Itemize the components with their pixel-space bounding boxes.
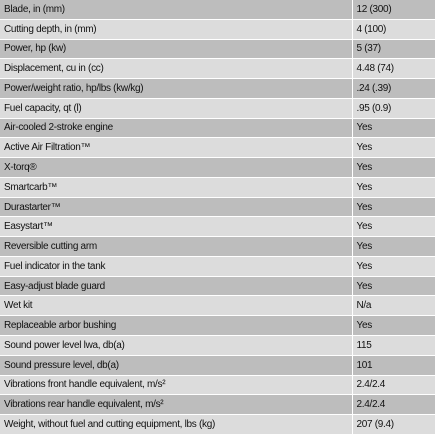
spec-value: Yes	[351, 315, 435, 337]
spec-row: Cutting depth, in (mm) 4 (100)	[0, 19, 435, 40]
spec-label: Replaceable arbor bushing	[0, 315, 352, 337]
spec-value: 115	[351, 335, 435, 356]
spec-row: X-torq® Yes	[0, 157, 435, 178]
spec-value: N/a	[351, 295, 435, 317]
spec-label: Sound pressure level, db(a)	[0, 355, 352, 376]
spec-row: Replaceable arbor bushing Yes	[0, 315, 435, 337]
spec-value: 2.4/2.4	[351, 375, 435, 396]
spec-value: 4.48 (74)	[351, 58, 435, 80]
spec-label: Air-cooled 2-stroke engine	[0, 118, 352, 139]
spec-row: Reversible cutting arm Yes	[0, 236, 435, 257]
spec-label: Easy-adjust blade guard	[0, 276, 352, 297]
spec-row: Easy-adjust blade guard Yes	[0, 276, 435, 297]
spec-row: Easystart™ Yes	[0, 216, 435, 238]
spec-label: Active Air Filtration™	[0, 137, 352, 159]
spec-row: Sound pressure level, db(a) 101	[0, 355, 435, 376]
spec-row: Power/weight ratio, hp/lbs (kw/kg) .24 (.…	[0, 78, 435, 99]
spec-label: Power, hp (kw)	[0, 39, 352, 60]
spec-label: Fuel indicator in the tank	[0, 256, 352, 277]
spec-label: Easystart™	[0, 216, 352, 238]
spec-label: Durastarter™	[0, 197, 352, 218]
spec-value: Yes	[351, 276, 435, 297]
spec-value: 207 (9.4)	[351, 414, 435, 435]
spec-value: Yes	[351, 216, 435, 238]
spec-label: Vibrations front handle equivalent, m/s²	[0, 375, 352, 396]
spec-label: Smartcarb™	[0, 177, 352, 198]
spec-label: X-torq®	[0, 157, 352, 178]
spec-row: Smartcarb™ Yes	[0, 177, 435, 198]
spec-label: Blade, in (mm)	[0, 0, 352, 20]
spec-label: Cutting depth, in (mm)	[0, 19, 352, 40]
spec-row: Air-cooled 2-stroke engine Yes	[0, 118, 435, 139]
spec-row: Vibrations front handle equivalent, m/s²…	[0, 375, 435, 396]
spec-label: Vibrations rear handle equivalent, m/s²	[0, 394, 352, 416]
spec-label: Fuel capacity, qt (l)	[0, 98, 352, 119]
spec-row: Power, hp (kw) 5 (37)	[0, 39, 435, 60]
spec-label: Reversible cutting arm	[0, 236, 352, 257]
spec-value: 12 (300)	[351, 0, 435, 20]
spec-label: Sound power level lwa, db(a)	[0, 335, 352, 356]
spec-row: Fuel indicator in the tank Yes	[0, 256, 435, 277]
spec-row: Wet kit N/a	[0, 295, 435, 317]
spec-label: Power/weight ratio, hp/lbs (kw/kg)	[0, 78, 352, 99]
spec-label: Wet kit	[0, 295, 352, 317]
spec-row: Vibrations rear handle equivalent, m/s² 2…	[0, 394, 435, 416]
spec-row: Fuel capacity, qt (l) .95 (0.9)	[0, 98, 435, 119]
spec-value: 4 (100)	[351, 19, 435, 40]
spec-value: .95 (0.9)	[351, 98, 435, 119]
spec-row: Durastarter™ Yes	[0, 197, 435, 218]
spec-value: Yes	[351, 197, 435, 218]
spec-label: Weight, without fuel and cutting equipme…	[0, 414, 352, 435]
spec-value: 5 (37)	[351, 39, 435, 60]
spec-value: Yes	[351, 256, 435, 277]
spec-value: Yes	[351, 177, 435, 198]
spec-value: 101	[351, 355, 435, 376]
spec-row: Sound power level lwa, db(a) 115	[0, 335, 435, 356]
spec-row: Blade, in (mm) 12 (300)	[0, 0, 435, 20]
spec-value: Yes	[351, 157, 435, 178]
spec-label: Displacement, cu in (cc)	[0, 58, 352, 80]
spec-value: Yes	[351, 118, 435, 139]
spec-row: Displacement, cu in (cc) 4.48 (74)	[0, 58, 435, 80]
spec-row: Active Air Filtration™ Yes	[0, 137, 435, 159]
spec-value: Yes	[351, 236, 435, 257]
spec-row: Weight, without fuel and cutting equipme…	[0, 414, 435, 435]
spec-value: .24 (.39)	[351, 78, 435, 99]
spec-value: Yes	[351, 137, 435, 159]
spec-value: 2.4/2.4	[351, 394, 435, 416]
